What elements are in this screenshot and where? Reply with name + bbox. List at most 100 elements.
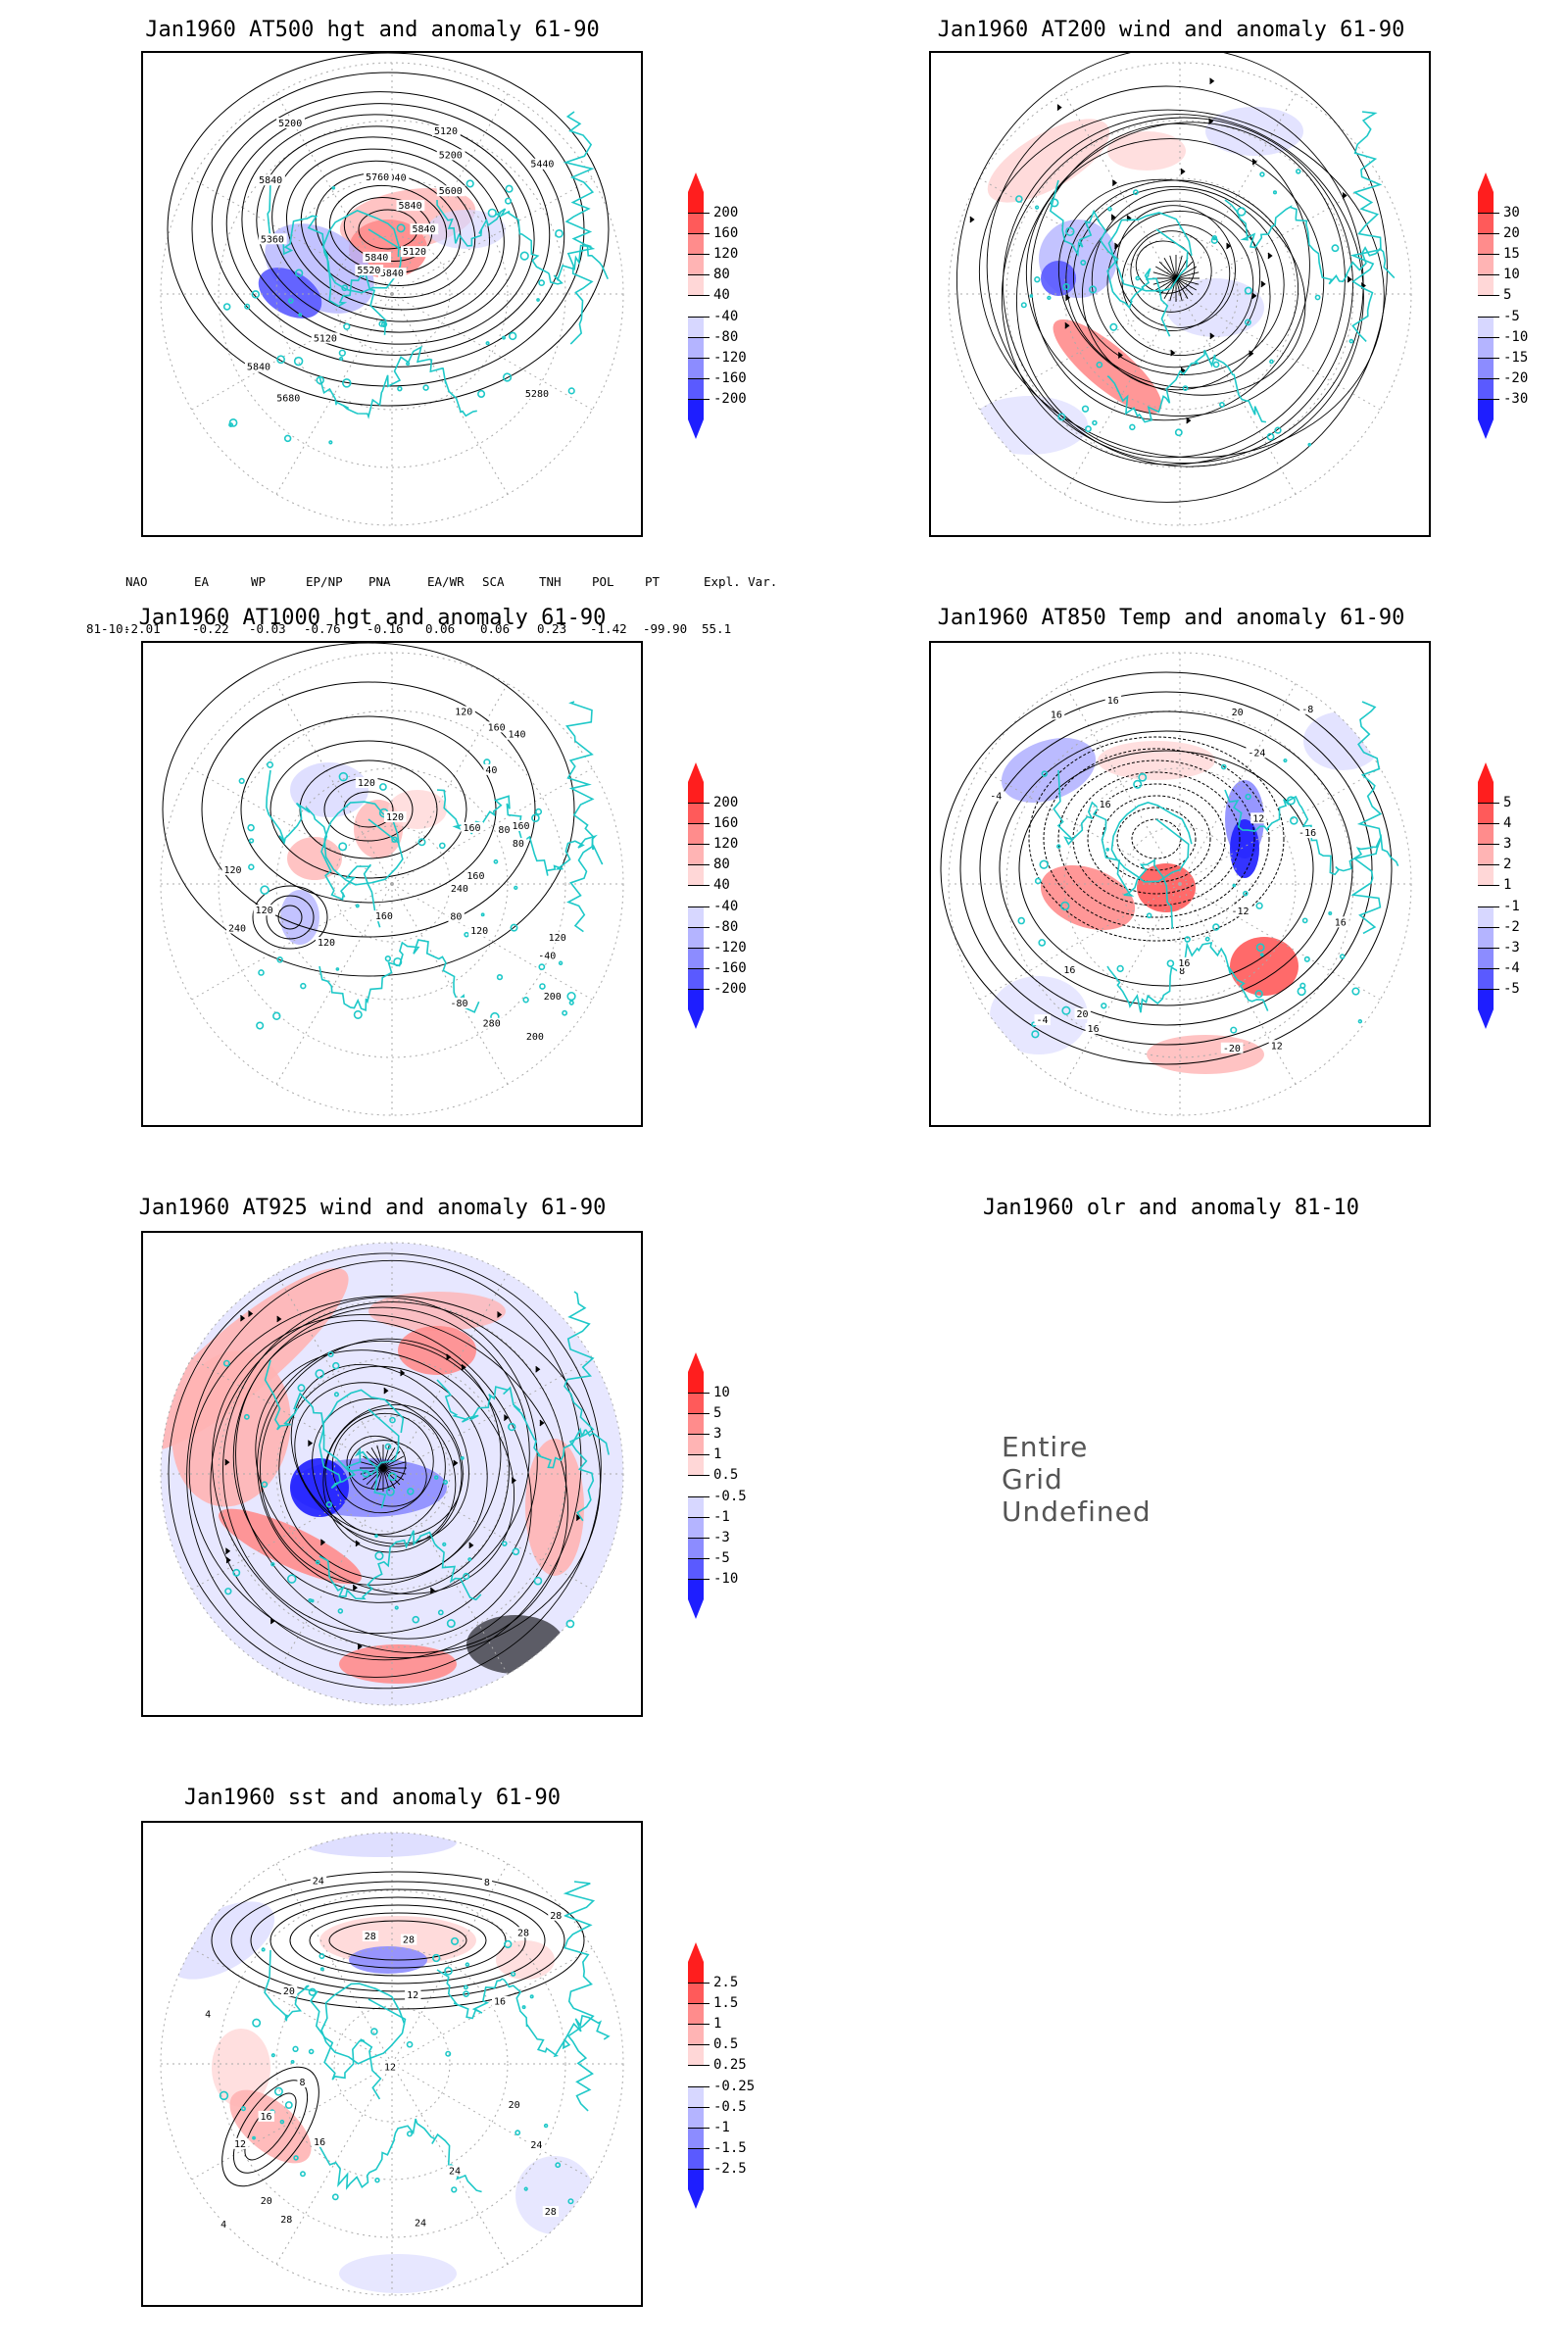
streamline-arrow	[240, 1314, 246, 1322]
colorbar-tick	[1478, 906, 1499, 907]
coastline-island	[243, 1413, 250, 1420]
colorbar-tick	[688, 377, 710, 379]
colorbar-label: -3	[713, 1529, 730, 1545]
contour-label-bg	[355, 265, 384, 276]
coastline-island	[300, 982, 307, 990]
coastline-island	[568, 1000, 574, 1005]
colorbar-arrow-bottom	[1478, 419, 1494, 439]
contour-lines	[211, 1871, 585, 2010]
coastline-island	[1244, 318, 1251, 326]
index-header: TNH	[539, 574, 562, 589]
colorbar-tick	[688, 803, 710, 805]
contour-label-bg	[312, 2135, 328, 2147]
meridian-line	[391, 683, 509, 885]
coastline-north-america	[1053, 769, 1174, 929]
coastline-asia-east	[563, 111, 596, 345]
colorbar-label: -10	[713, 1570, 739, 1587]
contour-line	[201, 681, 536, 938]
coastline-island	[331, 2193, 339, 2201]
contour-line	[256, 125, 520, 333]
anomaly-patch	[1147, 1035, 1264, 1074]
streamline-arrow	[497, 1311, 503, 1318]
coastline-island	[1031, 1030, 1040, 1039]
anomaly-patch	[987, 119, 1110, 203]
coastline-island	[502, 335, 506, 340]
colorbar-label: -40	[713, 308, 739, 324]
colorbar-label: -200	[713, 980, 747, 997]
coastline-island	[465, 1962, 470, 1967]
index-value: 0.23	[537, 621, 567, 636]
coastline-europe	[1106, 349, 1267, 423]
index-header: PNA	[368, 574, 391, 589]
coastline-island	[477, 389, 486, 398]
coastline-island	[1232, 883, 1237, 888]
colorbar-tick	[688, 906, 710, 907]
map-frame	[929, 51, 1431, 537]
colorbar-tick	[688, 1434, 710, 1436]
map-frame	[141, 1231, 643, 1717]
contour-label-bg	[481, 1877, 493, 1888]
contour-label: 200	[544, 992, 562, 1003]
colorbar-label: -5	[713, 1549, 730, 1566]
coastline-island	[1060, 901, 1070, 911]
contour-label-bg	[496, 823, 513, 835]
contour-line	[328, 1920, 467, 1961]
colorbar-segment	[688, 1434, 704, 1455]
contour-label-bg	[510, 837, 527, 849]
coastline-island	[460, 1455, 465, 1460]
colorbar-tick	[688, 2065, 710, 2067]
colorbar: 2.5 1.5 1 0.5 0.25 -0.25 -0.5 -1 -1.5 -2.5	[688, 1942, 815, 2209]
index-row-label: 81-10:	[86, 621, 131, 636]
colorbar-label: 80	[713, 857, 730, 873]
coastline-island	[1017, 916, 1026, 925]
index-header: POL	[592, 574, 614, 589]
colorbar-label: 120	[713, 836, 739, 853]
coastline-island	[1331, 244, 1340, 253]
coastline-island	[1212, 923, 1220, 931]
contour-label: 80	[498, 825, 510, 836]
colorbar-tick	[688, 274, 710, 276]
coastline-island	[451, 2186, 458, 2193]
colorbar-label: 2.5	[713, 1975, 739, 1991]
contour-label: 12	[384, 2063, 396, 2074]
colorbar-label: -0.25	[713, 2078, 756, 2094]
meridian-line	[391, 2063, 509, 2265]
contour-line	[250, 1888, 546, 1992]
colorbar-tick	[688, 295, 710, 297]
contour-label-bg	[276, 118, 305, 129]
colorbar-arrow-top	[688, 762, 704, 782]
contour-label-bg	[523, 1030, 547, 1042]
streamline-arrow	[1114, 242, 1120, 250]
coastline-island	[467, 1557, 472, 1562]
streamline-spoke	[382, 1467, 401, 1486]
coastline-island	[1220, 763, 1227, 770]
coastline-island	[522, 997, 529, 1004]
contour-label-bg	[453, 706, 475, 717]
contour-lines	[252, 885, 328, 950]
streamline	[986, 85, 1364, 465]
anomaly-patch	[290, 1458, 349, 1517]
contour-label-bg	[1246, 747, 1268, 759]
coastline-island	[333, 1392, 339, 1397]
coastlines	[222, 1291, 610, 1629]
colorbar-tick	[1478, 336, 1499, 338]
coastline-island	[1015, 195, 1023, 203]
streamline	[290, 1363, 469, 1544]
colorbar: 10 5 3 1 0.5 -0.5 -1 -3 -5 -10	[688, 1352, 815, 1619]
coastline-island	[308, 1987, 317, 1996]
streamline-spoke	[1175, 257, 1189, 279]
coastline-island	[319, 1967, 324, 1972]
contour-label: 24	[415, 2218, 426, 2229]
coastline-island	[1269, 359, 1274, 365]
coastlines	[222, 111, 609, 445]
contour-line	[959, 691, 1373, 1046]
streamline-spoke	[382, 1467, 405, 1481]
index-value: -1.42	[590, 621, 627, 636]
streamline-spoke	[382, 1455, 405, 1469]
coastline-island	[1230, 1026, 1238, 1034]
colorbar-label: 30	[1503, 205, 1520, 221]
coastline-greenland	[320, 1983, 407, 2065]
contour-label-bg	[396, 200, 425, 212]
coastline-island	[240, 2106, 246, 2112]
contour-line	[300, 160, 476, 299]
